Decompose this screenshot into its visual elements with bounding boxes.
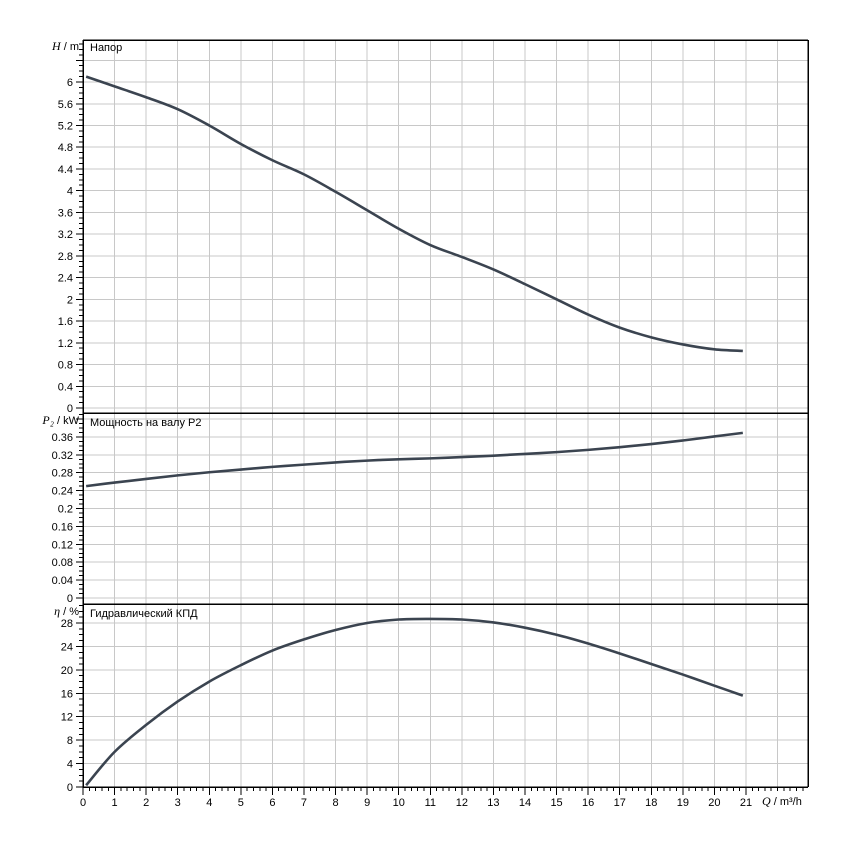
power-curve <box>85 431 743 488</box>
x-tick-labels: 0 1 2 3 4 5 6 7 8 9 10 11 12 13 14 15 16 17 18 19 20 21 <box>80 797 752 809</box>
y-tick-label: 3.6 <box>58 207 73 219</box>
flow-symbol: Q <box>762 794 771 808</box>
y-tick-label: 0.32 <box>52 450 73 462</box>
y-tick-label: 2 <box>67 294 73 306</box>
chart-frame <box>82 39 809 788</box>
efficiency-curve <box>85 617 744 787</box>
y-tick-labels-chart-0: 0 0.4 0.8 1.2 1.6 2 2.4 2.8 3.2 3.6 4 4.4 4.8 5.2 5.6 6 <box>58 77 73 415</box>
y-tick-label: 4.4 <box>58 164 73 176</box>
x-tick-label: 7 <box>301 797 307 809</box>
horizontal-gridlines-chart-1 <box>83 418 808 599</box>
x-tick-label: 13 <box>487 797 499 809</box>
y-tick-label: 4.8 <box>58 142 73 154</box>
y-tick-label: 5.6 <box>58 99 73 111</box>
y-ticks-chart-0 <box>76 43 83 409</box>
x-tick-label: 11 <box>425 797 436 809</box>
power-symbol: P₂ <box>42 413 54 427</box>
x-tick-label: 12 <box>456 797 468 809</box>
x-tick-label: 0 <box>80 797 86 809</box>
horizontal-gridlines-chart-0 <box>83 59 808 409</box>
y-tick-label: 1.6 <box>58 316 73 328</box>
x-tick-label: 3 <box>175 797 181 809</box>
y-tick-label: 20 <box>61 665 73 677</box>
y-ticks-chart-2 <box>76 604 83 788</box>
y-tick-label: 8 <box>67 735 73 747</box>
y-tick-label: 3.2 <box>58 229 73 241</box>
y-tick-label: 0 <box>67 403 73 415</box>
y-tick-label: 0.04 <box>52 575 73 587</box>
head-curve <box>85 75 743 353</box>
x-tick-label: 10 <box>393 797 405 809</box>
y-tick-label: 0.24 <box>52 486 73 498</box>
chart-2: 0 4 8 12 16 20 24 28 <box>61 604 808 794</box>
y-tick-label: 0.4 <box>58 381 73 393</box>
y-tick-label: 16 <box>61 688 73 700</box>
x-tick-label: 9 <box>364 797 370 809</box>
head-unit: / m <box>60 41 79 53</box>
y-tick-label: 0 <box>67 782 73 794</box>
x-tick-label: 16 <box>582 797 594 809</box>
x-tick-label: 21 <box>740 797 752 809</box>
y-tick-label: 0.08 <box>52 557 73 569</box>
horizontal-gridlines-chart-2 <box>83 622 808 765</box>
x-tick-label: 14 <box>519 797 531 809</box>
y-tick-label: 4 <box>67 186 73 198</box>
x-tick-label: 1 <box>112 797 118 809</box>
x-axis-label-flow: Q / m³/h <box>762 795 802 808</box>
y-tick-label: 4 <box>67 759 73 771</box>
chart-1: 0 0.04 0.08 0.12 0.16 0.2 0.24 0.28 0.32 0.36 <box>52 414 808 605</box>
y-tick-label: 28 <box>61 618 73 630</box>
head-symbol: H <box>51 39 61 53</box>
eff-symbol: η <box>54 604 61 618</box>
y-tick-label: 0.36 <box>52 432 73 444</box>
chart-title-head: Напор <box>90 42 123 54</box>
chart-title-power: Мощность на валу P2 <box>90 417 202 429</box>
x-tick-label: 8 <box>333 797 339 809</box>
y-tick-label: 6 <box>67 77 73 89</box>
y-ticks-chart-1 <box>76 414 83 599</box>
y-tick-labels-chart-1: 0 0.04 0.08 0.12 0.16 0.2 0.24 0.28 0.32 0.36 <box>52 432 73 605</box>
y-tick-label: 2.4 <box>58 273 73 285</box>
y-tick-label: 1.2 <box>58 338 73 350</box>
power-unit: / kW <box>53 415 79 427</box>
x-tick-label: 17 <box>614 797 626 809</box>
x-tick-label: 20 <box>708 797 720 809</box>
chart-title-efficiency: Гидравлический КПД <box>90 608 198 620</box>
y-tick-label: 0.16 <box>52 521 73 533</box>
eff-unit: / % <box>60 606 79 618</box>
x-tick-label: 4 <box>206 797 212 809</box>
y-tick-label: 0.2 <box>58 504 73 516</box>
y-axis-label-head: H / m <box>0 40 79 53</box>
y-tick-label: 24 <box>61 641 73 653</box>
y-tick-label: 5.2 <box>58 120 73 132</box>
y-tick-label: 0 <box>67 593 73 605</box>
chart-0: 0 0.4 0.8 1.2 1.6 2 2.4 2.8 3.2 3.6 4 4.4 4.8 5.2 5.6 6 <box>58 43 808 415</box>
y-tick-label: 0.28 <box>52 468 73 480</box>
y-axis-label-efficiency: η / % <box>0 605 79 618</box>
y-tick-label: 0.8 <box>58 360 73 372</box>
x-tick-label: 18 <box>645 797 657 809</box>
x-ticks <box>82 787 804 795</box>
flow-unit: / m³/h <box>770 796 802 808</box>
x-tick-label: 6 <box>269 797 275 809</box>
y-tick-label: 0.12 <box>52 539 73 551</box>
x-tick-label: 5 <box>238 797 244 809</box>
x-tick-label: 19 <box>677 797 689 809</box>
y-tick-label: 2.8 <box>58 251 73 263</box>
y-tick-label: 12 <box>61 712 73 724</box>
y-tick-labels-chart-2: 0 4 8 12 16 20 24 28 <box>61 618 73 794</box>
y-axis-label-power: P₂ / kW <box>0 414 79 427</box>
x-tick-label: 2 <box>143 797 149 809</box>
x-tick-label: 15 <box>550 797 562 809</box>
